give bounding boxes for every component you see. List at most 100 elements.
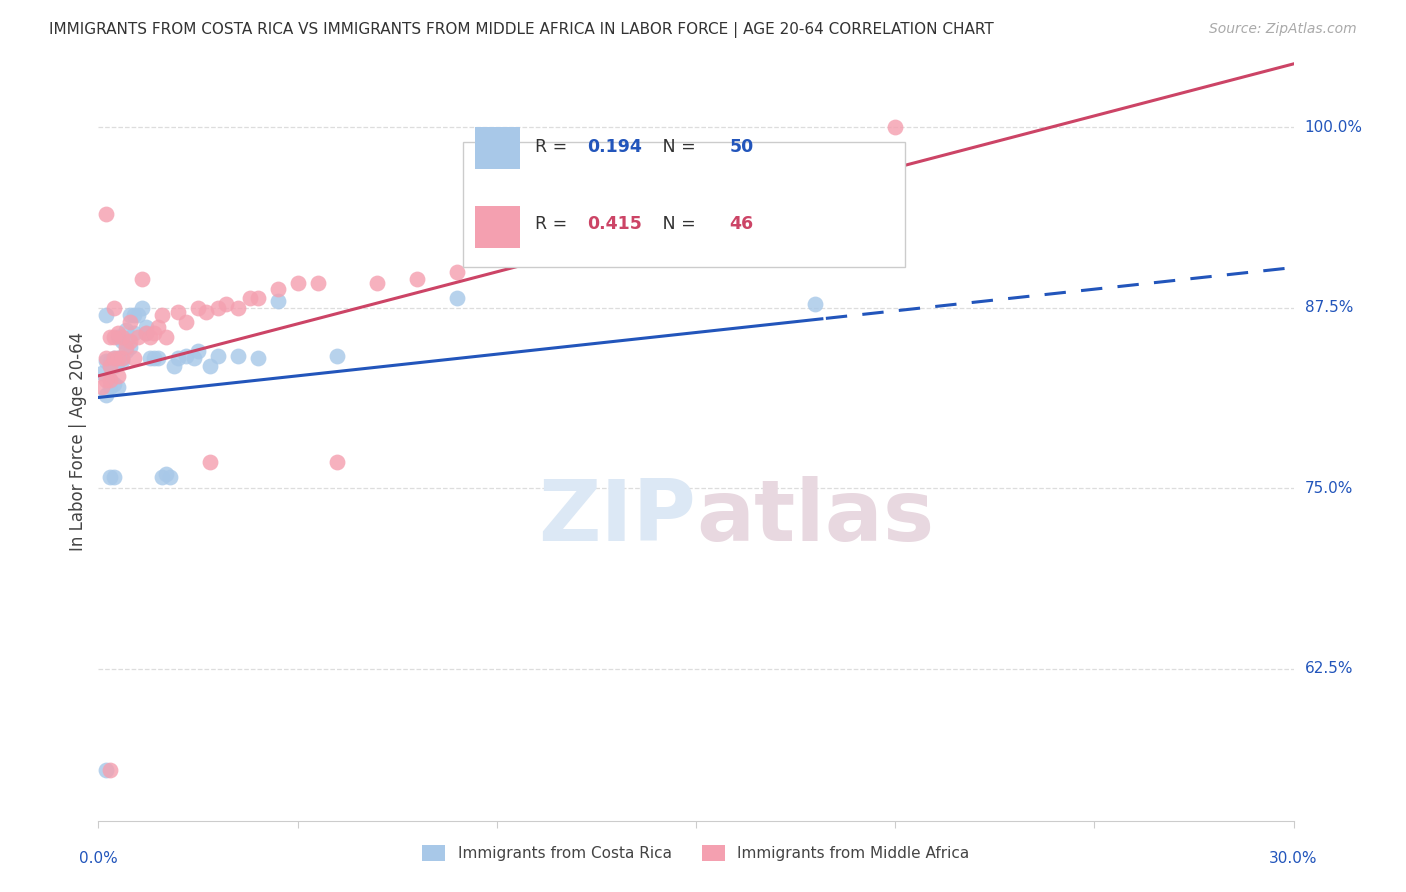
- Point: [124, 351, 146, 366]
- Point: [187, 344, 209, 359]
- Point: [207, 301, 229, 315]
- FancyBboxPatch shape: [475, 127, 520, 169]
- Point: [135, 326, 157, 340]
- Point: [207, 349, 229, 363]
- Point: [127, 330, 149, 344]
- Point: [115, 340, 138, 354]
- Point: [115, 344, 138, 359]
- Point: [124, 326, 146, 340]
- Point: [267, 293, 290, 308]
- Point: [103, 301, 125, 315]
- Point: [143, 326, 166, 340]
- Point: [96, 387, 118, 401]
- Point: [366, 277, 388, 291]
- Point: [183, 351, 205, 366]
- Point: [198, 455, 221, 469]
- Text: R =: R =: [534, 215, 572, 233]
- Point: [96, 763, 118, 777]
- Point: [155, 467, 177, 481]
- Point: [198, 359, 221, 373]
- Point: [267, 282, 290, 296]
- Legend: Immigrants from Costa Rica, Immigrants from Middle Africa: Immigrants from Costa Rica, Immigrants f…: [416, 839, 976, 868]
- Text: 62.5%: 62.5%: [1305, 662, 1353, 676]
- Point: [135, 319, 157, 334]
- Point: [326, 349, 349, 363]
- Point: [111, 330, 134, 344]
- Point: [187, 301, 209, 315]
- Point: [174, 315, 197, 329]
- Text: IMMIGRANTS FROM COSTA RICA VS IMMIGRANTS FROM MIDDLE AFRICA IN LABOR FORCE | AGE: IMMIGRANTS FROM COSTA RICA VS IMMIGRANTS…: [49, 22, 994, 38]
- Text: Source: ZipAtlas.com: Source: ZipAtlas.com: [1209, 22, 1357, 37]
- Point: [143, 351, 166, 366]
- Point: [131, 301, 153, 315]
- Text: 30.0%: 30.0%: [1270, 851, 1317, 866]
- Point: [446, 265, 468, 279]
- Point: [107, 351, 129, 366]
- Point: [103, 351, 125, 366]
- Point: [246, 291, 269, 305]
- Point: [107, 330, 129, 344]
- Point: [148, 351, 170, 366]
- Point: [150, 308, 173, 322]
- Point: [139, 330, 162, 344]
- Point: [91, 366, 114, 380]
- Point: [287, 277, 309, 291]
- Point: [98, 330, 122, 344]
- Text: N =: N =: [645, 138, 702, 156]
- Point: [174, 349, 197, 363]
- Text: 100.0%: 100.0%: [1305, 120, 1362, 135]
- Point: [307, 277, 329, 291]
- Point: [96, 354, 118, 368]
- Point: [91, 380, 114, 394]
- Y-axis label: In Labor Force | Age 20-64: In Labor Force | Age 20-64: [69, 332, 87, 551]
- Point: [239, 291, 262, 305]
- Point: [127, 308, 149, 322]
- Text: 87.5%: 87.5%: [1305, 301, 1353, 316]
- Point: [107, 354, 129, 368]
- Text: 46: 46: [730, 215, 754, 233]
- Point: [159, 470, 181, 484]
- Text: 75.0%: 75.0%: [1305, 481, 1353, 496]
- Point: [446, 291, 468, 305]
- Point: [226, 301, 249, 315]
- Point: [107, 368, 129, 383]
- Point: [139, 351, 162, 366]
- Point: [167, 305, 190, 319]
- Point: [120, 315, 142, 329]
- Point: [148, 319, 170, 334]
- Point: [111, 351, 134, 366]
- Text: ZIP: ZIP: [538, 475, 696, 559]
- Point: [155, 330, 177, 344]
- Point: [163, 359, 186, 373]
- Point: [131, 272, 153, 286]
- Point: [103, 359, 125, 373]
- Point: [115, 323, 138, 337]
- Point: [120, 334, 142, 348]
- Point: [96, 373, 118, 387]
- Point: [98, 380, 122, 394]
- Point: [804, 296, 827, 310]
- Text: 0.194: 0.194: [588, 138, 643, 156]
- Point: [96, 207, 118, 221]
- Point: [111, 351, 134, 366]
- Point: [103, 351, 125, 366]
- Point: [103, 470, 125, 484]
- Point: [120, 340, 142, 354]
- Point: [111, 334, 134, 348]
- Point: [98, 359, 122, 373]
- FancyBboxPatch shape: [475, 206, 520, 248]
- Point: [98, 373, 122, 387]
- Point: [226, 349, 249, 363]
- Text: 0.415: 0.415: [588, 215, 643, 233]
- Point: [120, 308, 142, 322]
- Point: [124, 308, 146, 322]
- Point: [98, 359, 122, 373]
- Point: [326, 455, 349, 469]
- Point: [406, 272, 429, 286]
- Point: [246, 351, 269, 366]
- Point: [96, 351, 118, 366]
- Point: [96, 308, 118, 322]
- Point: [103, 330, 125, 344]
- Point: [150, 470, 173, 484]
- Point: [107, 326, 129, 340]
